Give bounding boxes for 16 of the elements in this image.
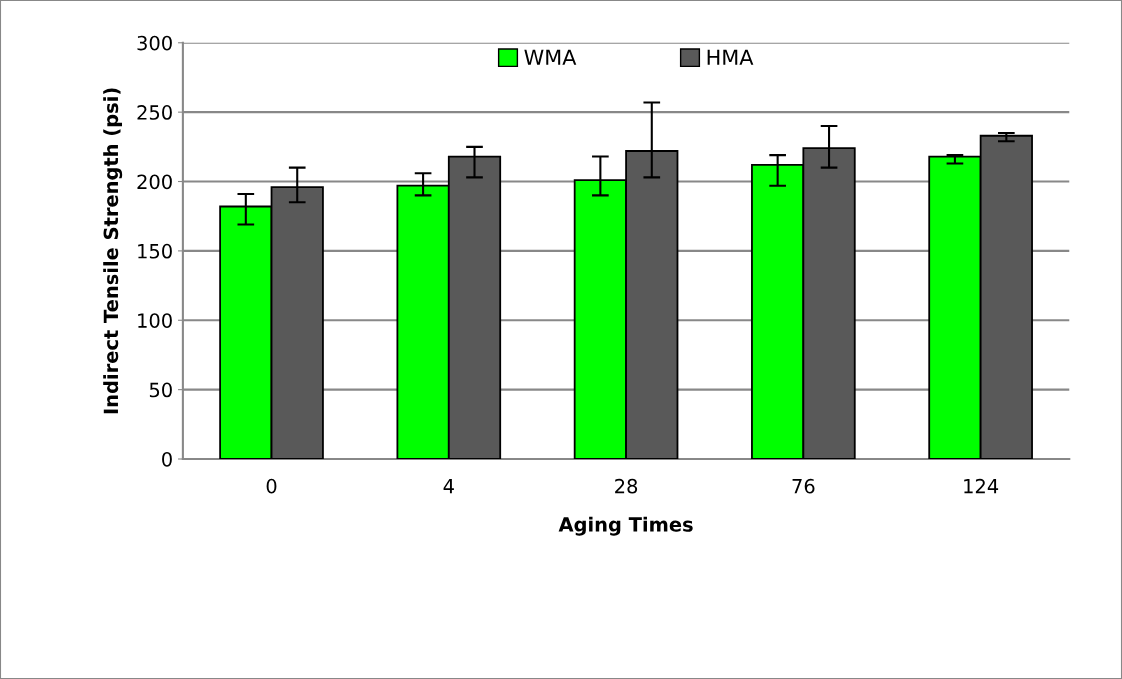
y-axis-title: Indirect Tensile Strength (psi) (103, 88, 123, 414)
y-tick-label: 200 (137, 174, 172, 190)
y-tick-label: 0 (162, 451, 172, 467)
x-tick-label: 76 (792, 478, 815, 494)
y-tick-label: 300 (137, 35, 172, 51)
y-tick-label: 150 (138, 243, 172, 259)
y-tick-label: 100 (138, 313, 172, 328)
x-tick-label: 0 (266, 478, 277, 494)
legend-label: HMA (707, 49, 754, 65)
x-tick-label: 124 (964, 478, 999, 494)
x-tick-label: 4 (443, 479, 454, 494)
x-axis-title: Aging Times (558, 516, 693, 536)
y-tick-label: 250 (137, 105, 172, 120)
x-tick-label: 28 (615, 478, 638, 494)
legend-label: WMA (524, 49, 577, 65)
y-tick-label: 50 (149, 382, 172, 398)
